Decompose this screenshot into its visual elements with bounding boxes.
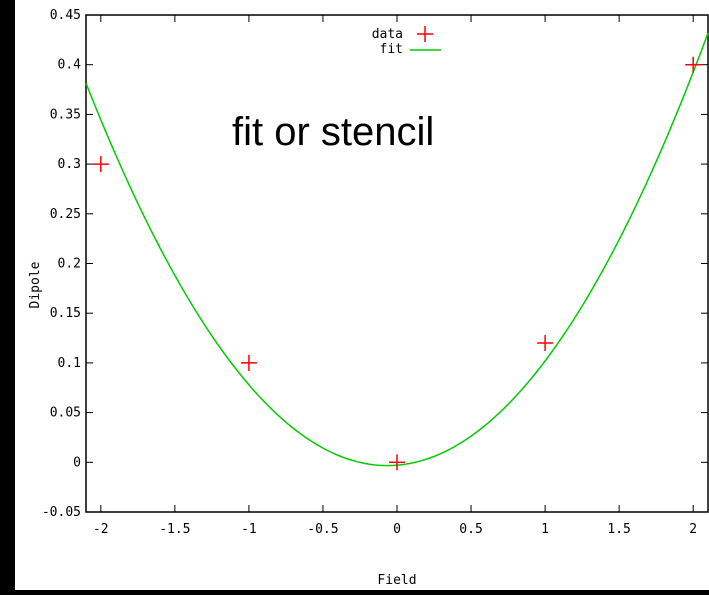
y-tick-label: 0.05 <box>50 406 81 421</box>
data-point <box>92 156 109 173</box>
y-tick-label: 0.2 <box>58 257 81 272</box>
fit-curve <box>85 32 709 467</box>
x-axis-label: Field <box>377 573 416 588</box>
legend-marker-data <box>417 26 433 42</box>
x-tick-label: 2 <box>689 522 697 537</box>
y-tick-label: 0 <box>73 455 81 470</box>
tick-marks <box>86 14 708 513</box>
data-point <box>389 454 405 471</box>
legend-label-data: data <box>372 27 403 42</box>
legend-label-fit: fit <box>380 42 403 57</box>
x-tick-label: 1.5 <box>607 522 630 537</box>
x-tick-label: 0.5 <box>459 522 482 537</box>
x-tick-label: -0.5 <box>307 522 338 537</box>
data-point <box>240 354 257 371</box>
y-tick-label: 0.45 <box>50 8 81 23</box>
y-tick-label: 0.3 <box>58 157 81 172</box>
data-point <box>537 335 554 352</box>
y-tick-label: -0.05 <box>42 505 81 520</box>
x-tick-label: 0 <box>393 522 401 537</box>
y-tick-label: 0.1 <box>58 356 81 371</box>
x-tick-label: -1 <box>241 522 257 537</box>
x-tick-label: -2 <box>93 522 109 537</box>
overlay-annotation: fit or stencil <box>232 110 435 154</box>
fit-series <box>85 32 709 467</box>
y-tick-label: 0.15 <box>50 306 81 321</box>
chart-svg: -2 -1.5 -1 -0.5 0 0.5 1 1.5 2 -0.05 0 0.05 0.1 0.15 0… <box>28 8 709 588</box>
x-tick-labels: -2 -1.5 -1 -0.5 0 0.5 1 1.5 2 <box>93 522 697 537</box>
x-tick-label: 1 <box>541 522 549 537</box>
y-tick-label: 0.25 <box>50 207 81 222</box>
data-point <box>685 56 702 73</box>
chart-figure: -2 -1.5 -1 -0.5 0 0.5 1 1.5 2 -0.05 0 0.05 0.1 0.15 0… <box>15 0 709 590</box>
x-tick-label: -1.5 <box>159 522 190 537</box>
y-axis-label: Dipole <box>28 261 43 308</box>
y-tick-label: 0.4 <box>58 58 82 73</box>
plot-frame <box>85 14 709 513</box>
y-tick-labels: -0.05 0 0.05 0.1 0.15 0.2 0.25 0.3 0.35 0.4 0.45 <box>42 8 81 520</box>
data-series <box>92 56 702 471</box>
legend-marker-plus <box>417 26 433 42</box>
y-tick-label: 0.35 <box>50 107 81 122</box>
legend: data fit <box>372 26 441 57</box>
